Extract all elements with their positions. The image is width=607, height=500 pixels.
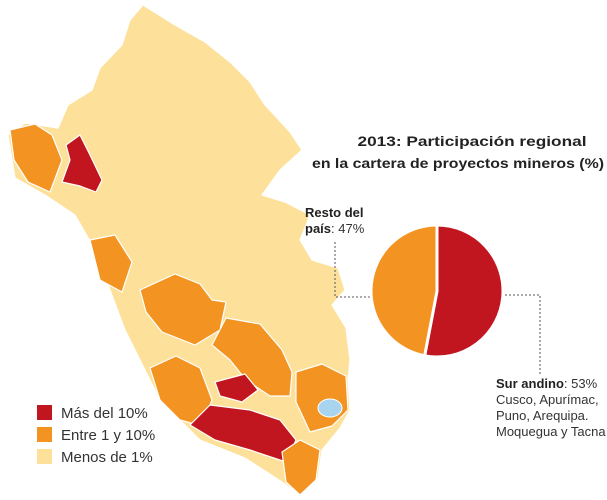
region: [189, 404, 297, 463]
pie-slice: [422, 223, 505, 359]
region: [214, 373, 259, 403]
region: [9, 123, 63, 193]
lake-titicaca: [317, 398, 343, 418]
legend-swatch: [37, 449, 52, 464]
slice-name: Sur andino: [496, 376, 564, 391]
pie: [369, 223, 505, 359]
legend-swatch: [37, 405, 52, 420]
slice-name: Resto del país: [305, 205, 364, 236]
title-line: en la cartera de proyectos mineros (%): [312, 155, 604, 171]
region: [139, 273, 227, 346]
slice-value: 53%: [571, 376, 598, 391]
slice-detail: Cusco, Apurímac, Puno, Arequipa. Moquegu…: [496, 392, 606, 439]
slice-value: 47%: [338, 221, 365, 236]
legend-label: Entre 1 y 10%: [61, 427, 155, 444]
pie-slice: [369, 223, 439, 358]
slice-label: Sur andino: 53% Cusco, Apurímac, Puno, Ar…: [496, 376, 606, 439]
title-line: 2013: Participación regional: [358, 133, 587, 149]
legend: Más del 10% Entre 1 y 10% Menos de 1%: [37, 405, 155, 466]
leader-line: [505, 294, 541, 376]
map-base: [7, 4, 351, 496]
region: [89, 234, 133, 293]
legend-label: Menos de 1%: [61, 449, 153, 466]
peru-map: [7, 4, 351, 496]
region: [211, 317, 293, 397]
slice-label: Resto del país: 47%: [305, 205, 365, 236]
legend-swatch: [37, 427, 52, 442]
region: [61, 134, 103, 193]
legend-label: Más del 10%: [61, 405, 148, 422]
region: [281, 439, 321, 496]
